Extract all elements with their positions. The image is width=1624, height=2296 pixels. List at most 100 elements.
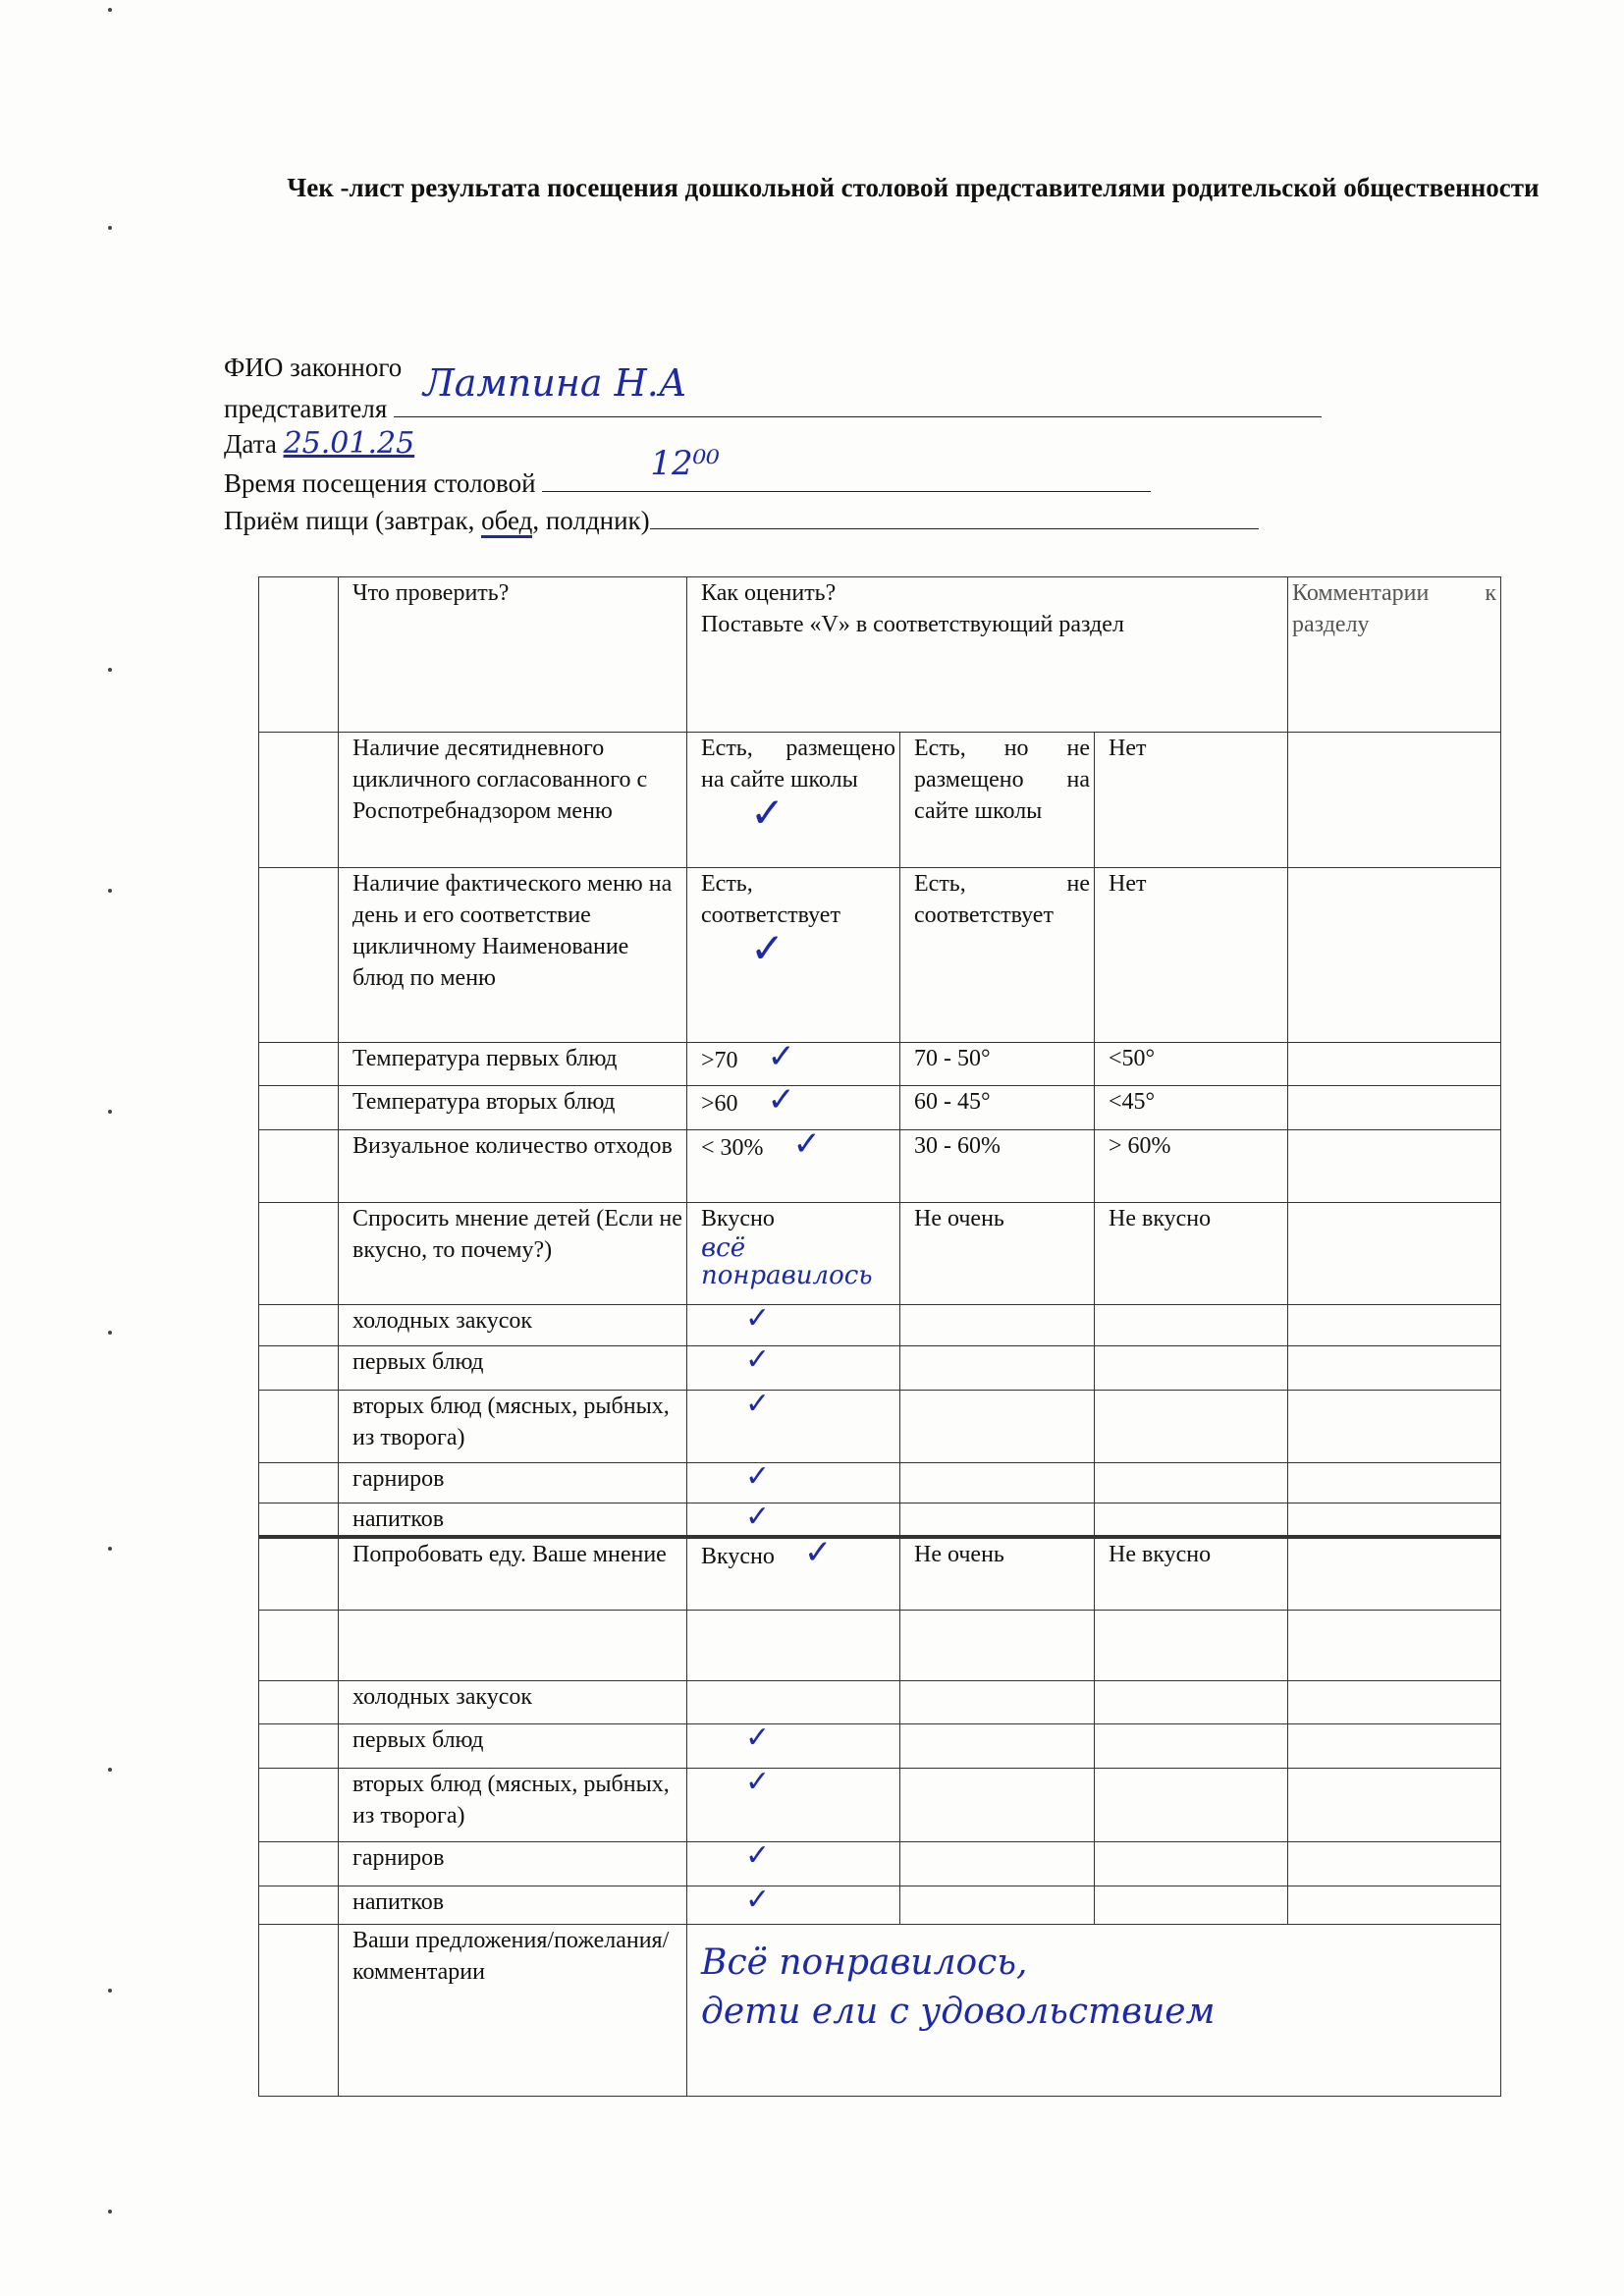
option-cell[interactable] (1093, 1679, 1289, 1724)
option-cell[interactable] (1093, 1462, 1289, 1503)
option-cell[interactable]: ✓ (686, 1840, 900, 1886)
option-cell[interactable] (1093, 1503, 1289, 1538)
option-cell[interactable]: Нет (1093, 732, 1289, 868)
option-cell[interactable]: 60 - 45° (899, 1085, 1095, 1130)
comment-cell[interactable] (1287, 867, 1502, 1043)
option-cell[interactable] (899, 1885, 1095, 1925)
option-cell[interactable]: Нет (1093, 867, 1289, 1043)
option-cell[interactable]: Есть, размещено на сайте школы ✓ (686, 732, 900, 868)
option-cell[interactable]: <50° (1093, 1042, 1289, 1086)
comment-cell[interactable] (1287, 1042, 1502, 1086)
time-label: Время посещения столовой (224, 468, 536, 498)
comment-cell[interactable] (1287, 1085, 1502, 1130)
check-mark-icon: ✓ (745, 1503, 771, 1534)
option-cell[interactable] (686, 1679, 900, 1724)
option-cell[interactable]: Не очень (899, 1202, 1095, 1305)
num-cell (258, 1042, 339, 1086)
option-cell[interactable] (899, 1304, 1095, 1346)
option-cell[interactable] (899, 1462, 1095, 1503)
option-cell[interactable]: Вкусно всё понравилось (686, 1202, 900, 1305)
option-cell[interactable] (899, 1767, 1095, 1842)
comment-cell[interactable] (1287, 1536, 1502, 1611)
option-cell[interactable] (899, 1722, 1095, 1769)
option-cell[interactable] (899, 1840, 1095, 1886)
comment-cell[interactable] (1287, 1390, 1502, 1463)
option-cell[interactable] (686, 1609, 900, 1681)
check-item: холодных закусок (338, 1304, 687, 1346)
comment-cell[interactable] (1287, 1885, 1502, 1925)
option-cell[interactable]: Есть, соответствует ✓ (686, 867, 900, 1043)
comment-cell[interactable] (1287, 1609, 1502, 1681)
option-label: <50° (1109, 1046, 1156, 1071)
check-item: Температура первых блюд (338, 1042, 687, 1086)
option-cell[interactable]: ✓ (686, 1390, 900, 1463)
option-cell[interactable]: ✓ (686, 1503, 900, 1538)
option-cell[interactable]: Вкусно ✓ (686, 1536, 900, 1611)
option-cell[interactable] (1093, 1609, 1289, 1681)
comment-cell[interactable] (1287, 1345, 1502, 1391)
option-cell[interactable]: Не очень (899, 1536, 1095, 1611)
option-cell[interactable]: ✓ (686, 1345, 900, 1391)
option-cell[interactable] (899, 1609, 1095, 1681)
option-cell[interactable]: ✓ (686, 1722, 900, 1769)
option-cell[interactable]: < 30% ✓ (686, 1129, 900, 1203)
option-cell[interactable] (1093, 1885, 1289, 1925)
num-cell (258, 1840, 339, 1886)
comment-cell[interactable] (1287, 1767, 1502, 1842)
option-cell[interactable]: Не вкусно (1093, 1202, 1289, 1305)
comment-cell[interactable] (1287, 1202, 1502, 1305)
comment-cell[interactable] (1287, 1722, 1502, 1769)
comment-cell[interactable] (1287, 1462, 1502, 1503)
comment-cell[interactable] (1287, 1129, 1502, 1203)
time-value[interactable]: 12⁰⁰ (650, 444, 720, 483)
option-cell[interactable]: >70 ✓ (686, 1042, 900, 1086)
date-value[interactable]: 25.01.25 (283, 426, 415, 461)
option-cell[interactable]: <45° (1093, 1085, 1289, 1130)
option-cell[interactable] (899, 1503, 1095, 1538)
check-mark-icon: ✓ (767, 1085, 796, 1120)
option-cell[interactable] (1093, 1840, 1289, 1886)
option-cell[interactable]: 70 - 50° (899, 1042, 1095, 1086)
option-cell[interactable] (1093, 1767, 1289, 1842)
check-item: первых блюд (338, 1722, 687, 1769)
option-cell[interactable] (899, 1390, 1095, 1463)
table-row: Спросить мнение детей (Если не вкусно, т… (258, 1202, 1502, 1305)
option-label: 30 - 60% (914, 1133, 1001, 1159)
option-label: < 30% (701, 1135, 764, 1161)
comment-cell[interactable] (1287, 1840, 1502, 1886)
option-cell[interactable]: ✓ (686, 1304, 900, 1346)
option-cell[interactable]: > 60% (1093, 1129, 1289, 1203)
suggestions-field[interactable]: Всё понравилось, дети ели с удовольствием (685, 1923, 1502, 2097)
option-label: >70 (701, 1048, 738, 1073)
table-row: Визуальное количество отходов < 30% ✓ 30 - … (258, 1129, 1502, 1203)
comment-cell[interactable] (1287, 732, 1502, 868)
option-cell[interactable] (1093, 1390, 1289, 1463)
comment-cell[interactable] (1287, 1304, 1502, 1346)
comment-cell[interactable] (1287, 1503, 1502, 1538)
option-cell[interactable]: ✓ (686, 1462, 900, 1503)
option-cell[interactable]: >60 ✓ (686, 1085, 900, 1130)
check-item: Попробовать еду. Ваше мнение (338, 1536, 687, 1611)
option-cell[interactable] (1093, 1722, 1289, 1769)
comment-cell[interactable] (1287, 1679, 1502, 1724)
num-cell (258, 1609, 339, 1681)
option-cell[interactable] (1093, 1304, 1289, 1346)
option-cell[interactable]: Не вкусно (1093, 1536, 1289, 1611)
table-row: холодных закусок (258, 1679, 1502, 1724)
fio-value[interactable]: Лампина Н.А (423, 361, 687, 405)
option-cell[interactable] (899, 1679, 1095, 1724)
option-label: Не очень (914, 1206, 1004, 1231)
option-cell[interactable] (1093, 1345, 1289, 1391)
option-cell[interactable]: Есть, не соответствует (899, 867, 1095, 1043)
option-label: Нет (1109, 871, 1147, 897)
option-cell[interactable]: Есть, но не размещено на сайте школы (899, 732, 1095, 868)
table-row: вторых блюд (мясных, рыбных, из творога)… (258, 1767, 1502, 1842)
table-row: вторых блюд (мясных, рыбных, из творога)… (258, 1390, 1502, 1463)
meal-selected[interactable]: обед (481, 506, 533, 538)
option-cell[interactable] (899, 1345, 1095, 1391)
suggestions-row: Ваши предложения/пожелания/ комментарии В… (258, 1923, 1502, 2097)
check-mark-icon: ✓ (792, 1129, 822, 1164)
option-cell[interactable]: ✓ (686, 1767, 900, 1842)
option-cell[interactable]: 30 - 60% (899, 1129, 1095, 1203)
option-cell[interactable]: ✓ (686, 1885, 900, 1925)
